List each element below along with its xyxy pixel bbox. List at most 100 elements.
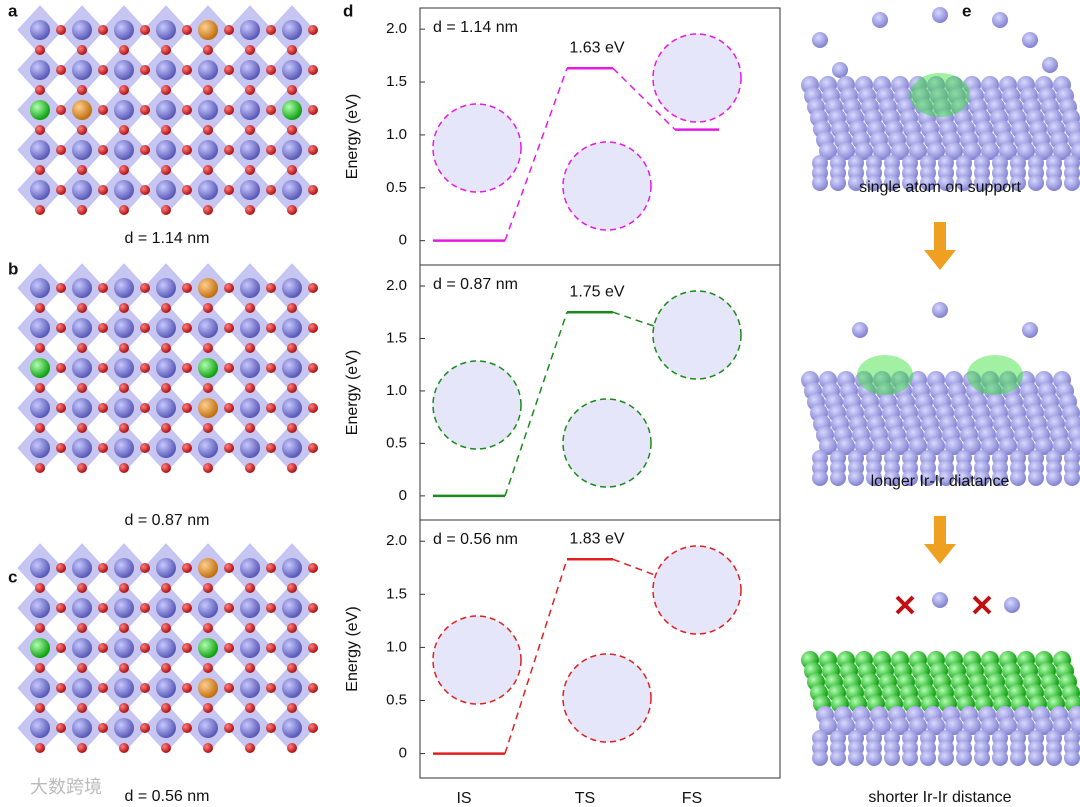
oxygen	[140, 185, 150, 195]
support-atom	[963, 437, 981, 455]
oxygen	[140, 363, 150, 373]
atom	[156, 718, 176, 738]
annotation: d = 0.87 nm	[433, 276, 518, 293]
support-atom	[891, 437, 909, 455]
support-atom	[927, 142, 945, 160]
oxygen	[119, 463, 129, 473]
oxygen	[98, 65, 108, 75]
atom	[72, 598, 92, 618]
oxygen	[98, 145, 108, 155]
atom	[198, 598, 218, 618]
oxygen	[161, 623, 171, 633]
annotation: d = 0.56 nm	[433, 531, 518, 548]
oxygen	[161, 583, 171, 593]
support-slab	[801, 355, 1080, 486]
support-atom	[920, 175, 936, 191]
oxygen	[203, 423, 213, 433]
support-atom	[830, 750, 846, 766]
oxygen	[35, 583, 45, 593]
support-atom	[927, 437, 945, 455]
oxygen	[98, 185, 108, 195]
adsorbate	[932, 302, 948, 318]
y-tick-label: 0.5	[386, 434, 407, 451]
support-atom	[884, 175, 900, 191]
atom	[72, 60, 92, 80]
support-atom	[1035, 142, 1053, 160]
atom	[30, 718, 50, 738]
atom	[282, 278, 302, 298]
oxygen	[56, 563, 66, 573]
atom	[198, 278, 218, 298]
atom	[240, 20, 260, 40]
oxygen	[77, 423, 87, 433]
oxygen	[203, 623, 213, 633]
support-atom	[1010, 470, 1026, 486]
atom	[240, 438, 260, 458]
atom	[72, 278, 92, 298]
support-atom	[1017, 142, 1035, 160]
y-tick-label: 0	[399, 232, 407, 249]
atom	[282, 598, 302, 618]
atom	[30, 100, 50, 120]
atom	[156, 278, 176, 298]
atom	[240, 140, 260, 160]
oxygen	[287, 85, 297, 95]
adsorbate	[832, 62, 848, 78]
oxygen	[287, 125, 297, 135]
y-tick-label: 1.0	[386, 638, 407, 655]
oxygen	[266, 603, 276, 613]
support-atom	[866, 175, 882, 191]
atom	[156, 20, 176, 40]
oxygen	[287, 463, 297, 473]
oxygen	[77, 125, 87, 135]
oxygen	[56, 283, 66, 293]
support-atom	[974, 175, 990, 191]
atom	[30, 20, 50, 40]
y-axis-label: Energy (eV)	[344, 94, 361, 179]
y-tick-label: 2.0	[386, 277, 407, 294]
atom	[240, 678, 260, 698]
oxygen	[287, 703, 297, 713]
oxygen	[35, 303, 45, 313]
support-atom	[819, 717, 837, 735]
oxygen	[140, 283, 150, 293]
atom	[30, 60, 50, 80]
support-atom	[848, 470, 864, 486]
support-atom	[866, 470, 882, 486]
oxygen	[56, 643, 66, 653]
oxygen	[308, 105, 318, 115]
support-atom	[837, 142, 855, 160]
atom	[114, 438, 134, 458]
oxygen	[266, 403, 276, 413]
oxygen	[182, 443, 192, 453]
support-atom	[1064, 175, 1080, 191]
oxygen	[98, 283, 108, 293]
oxygen	[308, 185, 318, 195]
atom	[156, 678, 176, 698]
atom	[156, 100, 176, 120]
adsorbate	[1004, 597, 1020, 613]
support-atom	[902, 470, 918, 486]
oxygen	[182, 145, 192, 155]
atom	[114, 60, 134, 80]
oxygen	[161, 743, 171, 753]
structure-inset	[562, 653, 652, 743]
panel-label: c	[8, 567, 17, 586]
connector	[504, 68, 568, 241]
oxygen	[140, 643, 150, 653]
atom	[198, 398, 218, 418]
oxygen	[266, 323, 276, 333]
atom	[198, 100, 218, 120]
oxygen	[56, 105, 66, 115]
oxygen	[287, 663, 297, 673]
oxygen	[224, 323, 234, 333]
oxygen	[203, 743, 213, 753]
atom	[240, 60, 260, 80]
structure-inset	[652, 545, 742, 635]
x-tick-label: TS	[575, 790, 595, 807]
support-atom	[873, 437, 891, 455]
oxygen	[161, 463, 171, 473]
support-atom	[1064, 750, 1080, 766]
atom	[114, 398, 134, 418]
structure-inset	[432, 103, 522, 193]
